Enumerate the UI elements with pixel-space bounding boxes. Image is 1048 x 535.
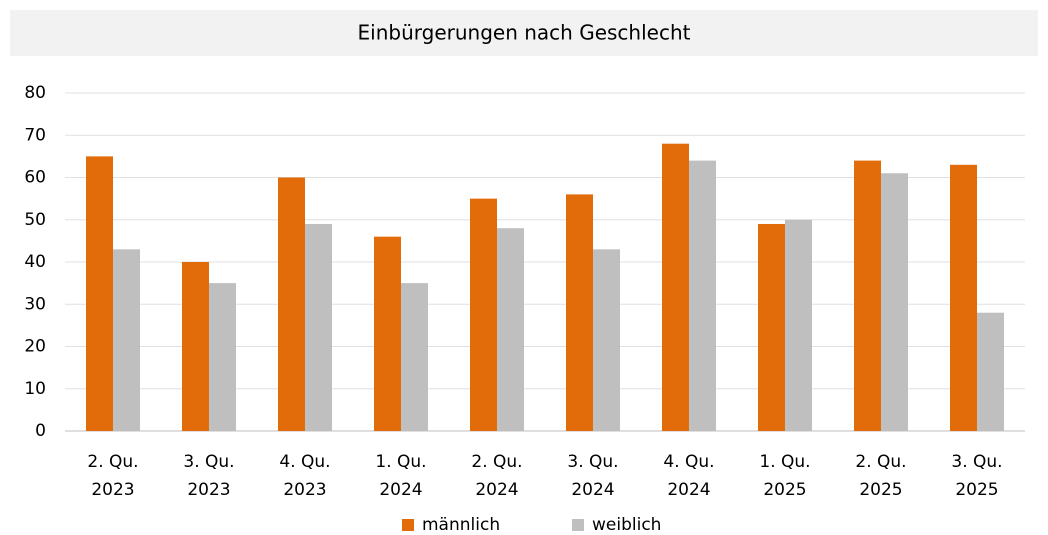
bar [758, 223, 785, 431]
x-tick-label: 4. Qu. [279, 452, 330, 472]
bar [305, 223, 332, 431]
y-tick-label: 10 [24, 379, 46, 399]
bar [566, 194, 593, 431]
x-tick-label: 2024 [571, 480, 614, 500]
y-tick-label: 80 [24, 83, 46, 103]
x-tick-label: 3. Qu. [183, 452, 234, 472]
title-band [10, 10, 1038, 56]
bar [278, 177, 305, 431]
y-tick-label: 40 [24, 252, 46, 272]
legend-swatch [572, 519, 584, 531]
bar [401, 283, 428, 431]
chart-title: Einbürgerungen nach Geschlecht [358, 21, 691, 45]
x-tick-label: 2023 [283, 480, 326, 500]
x-tick-label: 4. Qu. [663, 452, 714, 472]
x-tick-label: 2. Qu. [855, 452, 906, 472]
bar [881, 173, 908, 431]
bar [689, 160, 716, 431]
bar [470, 198, 497, 431]
x-tick-label: 2024 [667, 480, 710, 500]
x-tick-label: 2024 [475, 480, 518, 500]
x-tick-label: 3. Qu. [951, 452, 1002, 472]
y-tick-label: 60 [24, 168, 46, 188]
bar [209, 283, 236, 431]
bar [785, 219, 812, 431]
y-tick-label: 0 [35, 421, 46, 441]
legend-label: männlich [422, 515, 500, 535]
x-tick-label: 1. Qu. [375, 452, 426, 472]
bar [182, 262, 209, 431]
x-tick-label: 2. Qu. [471, 452, 522, 472]
bar [593, 249, 620, 431]
bar [86, 156, 113, 431]
x-tick-label: 2023 [91, 480, 134, 500]
x-tick-label: 3. Qu. [567, 452, 618, 472]
y-tick-label: 20 [24, 337, 46, 357]
bar [662, 143, 689, 431]
y-tick-label: 50 [24, 210, 46, 230]
y-tick-label: 30 [24, 294, 46, 314]
bar [374, 236, 401, 431]
x-tick-label: 2. Qu. [87, 452, 138, 472]
bar [977, 312, 1004, 431]
x-tick-label: 2025 [955, 480, 998, 500]
legend-label: weiblich [592, 515, 661, 535]
legend-swatch [402, 519, 414, 531]
bar [497, 228, 524, 431]
bar [113, 249, 140, 431]
bar [854, 160, 881, 431]
x-tick-label: 1. Qu. [759, 452, 810, 472]
x-tick-label: 2024 [379, 480, 422, 500]
x-tick-label: 2023 [187, 480, 230, 500]
x-tick-label: 2025 [859, 480, 902, 500]
x-tick-label: 2025 [763, 480, 806, 500]
y-tick-label: 70 [24, 125, 46, 145]
bar [950, 164, 977, 431]
